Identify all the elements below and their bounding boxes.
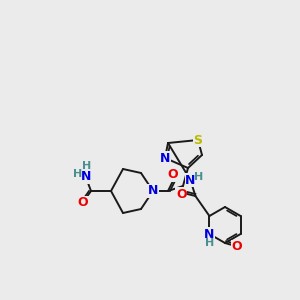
Text: S: S — [194, 134, 202, 146]
Text: H: H — [82, 161, 91, 171]
Text: O: O — [176, 188, 187, 200]
Text: N: N — [81, 170, 91, 184]
Text: H: H — [74, 169, 82, 179]
Text: N: N — [204, 227, 214, 241]
Text: H: H — [194, 172, 203, 182]
Text: O: O — [78, 196, 88, 209]
Text: N: N — [185, 173, 196, 187]
Text: H: H — [205, 238, 214, 248]
Text: N: N — [148, 184, 158, 197]
Text: O: O — [168, 169, 178, 182]
Text: O: O — [232, 241, 242, 254]
Text: N: N — [160, 152, 170, 164]
